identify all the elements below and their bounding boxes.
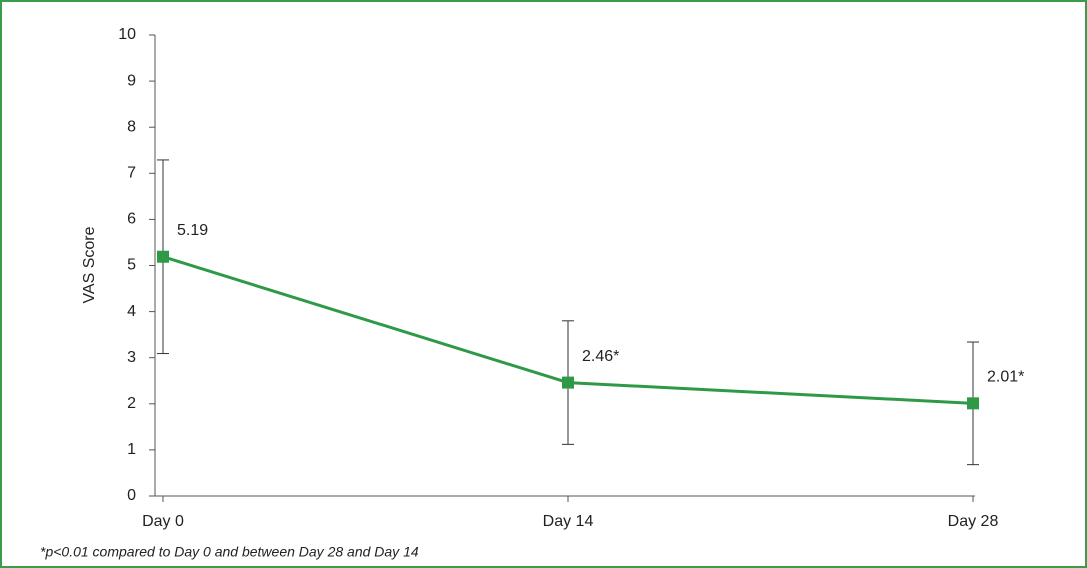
footnote: *p<0.01 compared to Day 0 and between Da… — [40, 544, 419, 560]
data-label: 2.01* — [987, 369, 1024, 386]
data-label: 5.19 — [177, 222, 208, 239]
marker — [967, 397, 979, 410]
x-tick-label: Day 14 — [543, 513, 594, 530]
y-tick-label: 8 — [127, 118, 136, 135]
y-tick-label: 3 — [127, 349, 136, 366]
marker — [562, 376, 574, 389]
y-tick-label: 9 — [127, 72, 136, 89]
y-tick-label: 5 — [127, 257, 136, 274]
y-tick-label: 2 — [127, 395, 136, 412]
y-tick-label: 4 — [127, 303, 136, 320]
y-tick-label: 1 — [127, 441, 136, 458]
marker — [157, 250, 169, 263]
x-tick-label: Day 28 — [948, 513, 999, 530]
y-tick-label: 6 — [127, 211, 136, 228]
y-tick-label: 7 — [127, 165, 136, 182]
x-tick-label: Day 0 — [142, 513, 184, 530]
data-label: 2.46* — [582, 348, 619, 365]
y-tick-label: 0 — [127, 487, 136, 504]
y-tick-label: 10 — [118, 26, 136, 43]
y-axis-label: VAS Score — [81, 226, 98, 303]
